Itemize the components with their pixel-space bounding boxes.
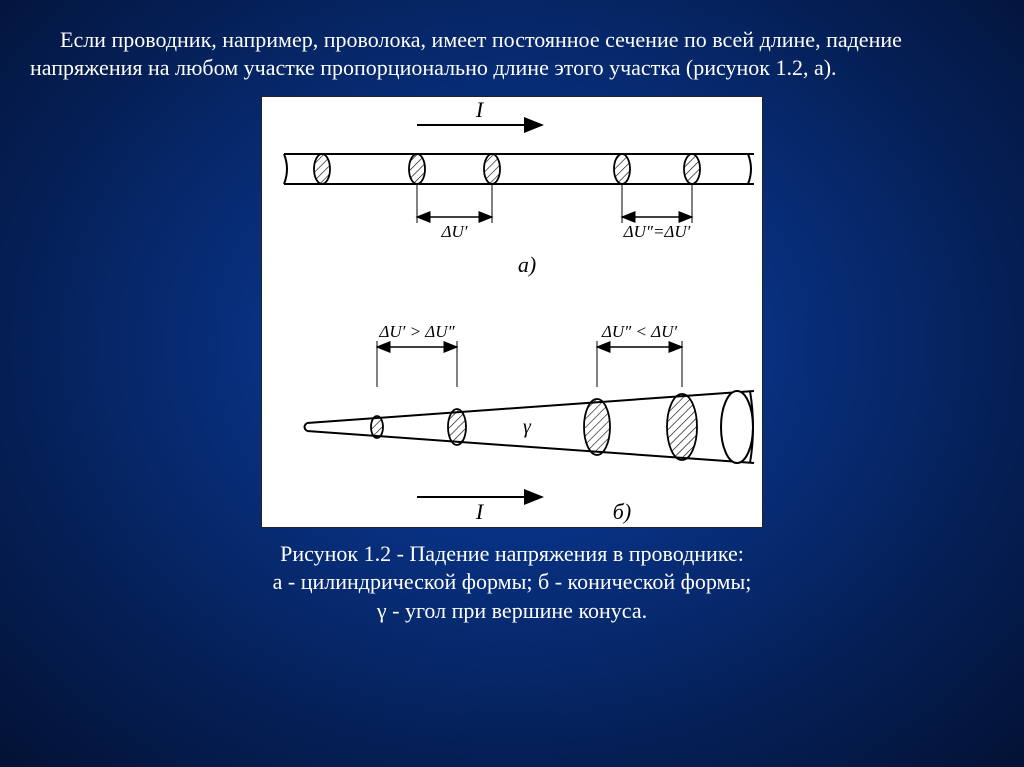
svg-text:ΔU′ > ΔU″: ΔU′ > ΔU″ bbox=[378, 322, 455, 341]
paragraph: Если проводник, например, проволока, име… bbox=[30, 26, 994, 82]
svg-text:γ: γ bbox=[523, 416, 532, 438]
figure-1-2: I ΔU′ ΔU″=ΔU′ а) γ ΔU′ > ΔU″ ΔU″ < ΔU′ Iб) bbox=[261, 96, 763, 528]
paragraph-text: Если проводник, например, проволока, име… bbox=[30, 27, 902, 80]
caption-line-1: Рисунок 1.2 - Падение напряжения в прово… bbox=[280, 541, 744, 566]
figure-caption: Рисунок 1.2 - Падение напряжения в прово… bbox=[30, 540, 994, 624]
svg-text:I: I bbox=[475, 97, 485, 122]
caption-line-3: γ - угол при вершине конуса. bbox=[377, 598, 647, 623]
slide: Если проводник, например, проволока, име… bbox=[0, 0, 1024, 625]
caption-line-2: а - цилиндрической формы; б - конической… bbox=[273, 569, 752, 594]
svg-text:б): б) bbox=[613, 499, 631, 524]
svg-text:ΔU″=ΔU′: ΔU″=ΔU′ bbox=[623, 222, 691, 241]
svg-text:а): а) bbox=[518, 252, 536, 277]
svg-text:ΔU′: ΔU′ bbox=[441, 222, 468, 241]
figure-container: I ΔU′ ΔU″=ΔU′ а) γ ΔU′ > ΔU″ ΔU″ < ΔU′ Iб) bbox=[30, 96, 994, 528]
svg-text:ΔU″ < ΔU′: ΔU″ < ΔU′ bbox=[601, 322, 678, 341]
figure-svg: I ΔU′ ΔU″=ΔU′ а) γ ΔU′ > ΔU″ ΔU″ < ΔU′ Iб) bbox=[262, 97, 762, 527]
svg-text:I: I bbox=[475, 499, 485, 524]
